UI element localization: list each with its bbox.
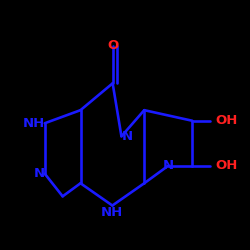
Text: OH: OH <box>216 114 238 127</box>
Text: N: N <box>122 130 132 143</box>
Text: NH: NH <box>101 206 124 218</box>
Text: N: N <box>34 167 45 180</box>
Text: N: N <box>163 159 174 172</box>
Text: OH: OH <box>216 159 238 172</box>
Text: O: O <box>107 39 118 52</box>
Text: NH: NH <box>22 117 45 130</box>
